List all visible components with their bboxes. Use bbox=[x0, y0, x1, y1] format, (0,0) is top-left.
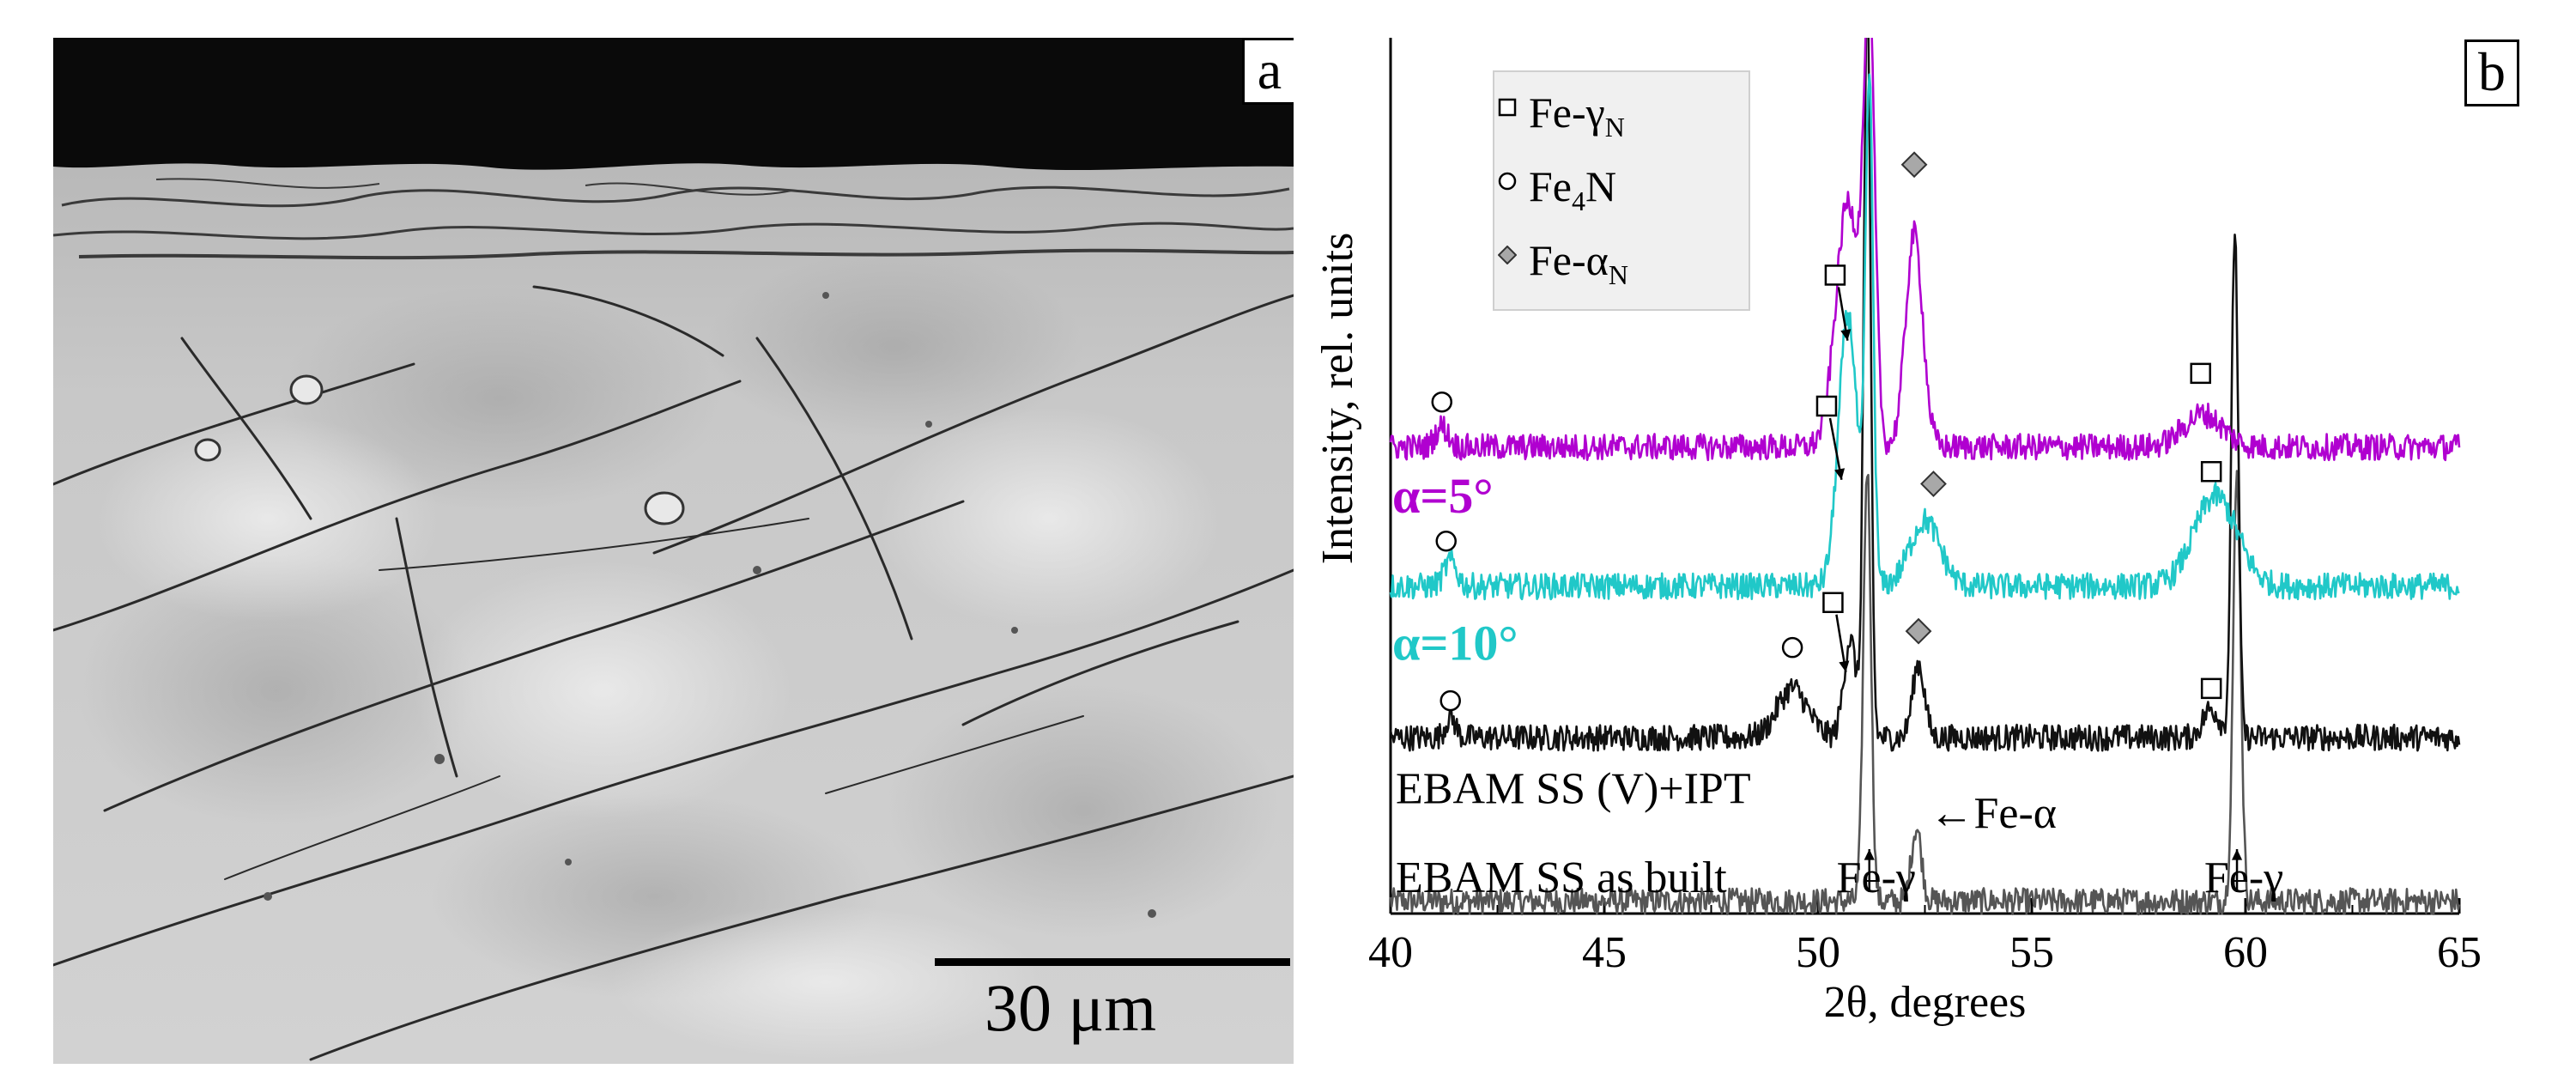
fe-alpha-label: ←Fe-α bbox=[1929, 789, 2057, 838]
scale-bar-label: 30 μm bbox=[985, 970, 1156, 1045]
xrd-chart: 40 45 50 55 60 65 2θ, degrees Intensity, rel. u… bbox=[1313, 38, 2482, 1027]
legend-entry-fe4n: Fe4N bbox=[1498, 161, 1616, 217]
legend: Fe-γN Fe4N Fe-αN bbox=[1493, 70, 1750, 311]
treated-label: EBAM SS (V)+IPT bbox=[1396, 764, 1751, 813]
alpha-10-label: α=10° bbox=[1392, 615, 1518, 671]
square-marker bbox=[2200, 677, 2222, 700]
legend-label: Fe-α bbox=[1529, 236, 1609, 284]
square-marker bbox=[1824, 264, 1846, 286]
x-tick-label: 50 bbox=[1796, 928, 1840, 977]
circle-marker bbox=[1431, 391, 1453, 413]
square-marker bbox=[2200, 460, 2222, 483]
square-marker-icon bbox=[1498, 98, 1517, 117]
x-axis-label: 2θ, degrees bbox=[1824, 978, 2027, 1027]
diamond-marker bbox=[1900, 151, 1928, 179]
legend-label: Fe bbox=[1529, 162, 1572, 210]
circle-marker bbox=[1435, 531, 1457, 552]
fe-gamma-label: Fe-γ bbox=[2204, 853, 2283, 902]
panel-label-b: b bbox=[2464, 39, 2519, 106]
legend-label: Fe-γ bbox=[1529, 88, 1605, 137]
circle-marker-icon bbox=[1498, 172, 1517, 191]
panel-label-a: a bbox=[1242, 38, 1294, 105]
arrow-head bbox=[1840, 329, 1852, 341]
series-line--10- bbox=[1389, 73, 2460, 601]
micrograph-panel: 30 μm a bbox=[53, 38, 1294, 1064]
square-marker bbox=[2190, 362, 2211, 385]
x-tick-label: 60 bbox=[2223, 928, 2268, 977]
x-tick-label: 45 bbox=[1582, 928, 1627, 977]
diamond-marker bbox=[1920, 471, 1947, 497]
fe-gamma-label: Fe-γ bbox=[1837, 853, 1916, 902]
micrograph-image bbox=[53, 38, 1294, 1064]
legend-entry-fe-alpha-n: Fe-αN bbox=[1498, 235, 1628, 291]
xrd-chart-panel: 40 45 50 55 60 65 2θ, degrees Intensity, rel. u… bbox=[1270, 38, 2576, 1087]
circle-marker bbox=[1440, 689, 1461, 712]
arrow-head bbox=[1839, 660, 1850, 672]
square-marker bbox=[1815, 395, 1838, 417]
circle-marker bbox=[1781, 636, 1803, 659]
scale-bar bbox=[935, 958, 1290, 966]
diamond-marker-icon bbox=[1498, 246, 1517, 264]
legend-entry-fe-gamma-n: Fe-γN bbox=[1498, 88, 1625, 143]
series-line-ebam-ss-as-built bbox=[1389, 470, 2461, 916]
y-axis-label: Intensity, rel. units bbox=[1313, 233, 1362, 565]
arrow-fe-gamma-2-head bbox=[2231, 849, 2243, 860]
x-tick-label: 55 bbox=[2009, 928, 2054, 977]
series-line--5- bbox=[1389, 38, 2461, 462]
alpha-5-label: α=5° bbox=[1392, 468, 1494, 524]
x-tick-label: 65 bbox=[2437, 928, 2482, 977]
arrow-fe-gamma-1-head bbox=[1864, 849, 1875, 860]
as-built-label: EBAM SS as built bbox=[1396, 853, 1727, 902]
square-marker bbox=[1822, 592, 1844, 614]
series-line-ebam-ss-v-ipt bbox=[1389, 38, 2461, 752]
x-tick-label: 40 bbox=[1368, 928, 1413, 977]
diamond-marker bbox=[1905, 617, 1932, 645]
arrow-head bbox=[1834, 468, 1846, 480]
